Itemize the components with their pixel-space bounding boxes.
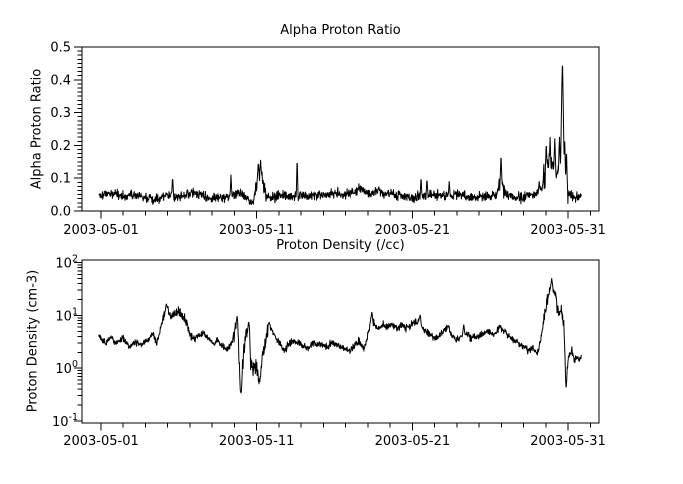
y-tick-label: 0.4 <box>50 73 71 88</box>
data-trace-alpha-proton-ratio <box>98 65 582 205</box>
x-tick-label: 2003-05-11 <box>219 434 295 449</box>
y-tick-label: 102 <box>55 254 78 272</box>
plot-box <box>81 259 600 424</box>
x-tick-label: 2003-05-21 <box>375 223 451 238</box>
y-tick-label: 100 <box>55 359 78 377</box>
top-panel-title: Alpha Proton Ratio <box>280 23 401 38</box>
alpha-proton-ratio-panel: 2003-05-01 2003-05-11 2003-05-21 2003-05-31… <box>50 41 605 239</box>
x-tick-label: 2003-05-21 <box>375 434 451 449</box>
x-tick-label: 2003-05-31 <box>530 223 606 238</box>
y-tick-label: 10-1 <box>52 412 78 430</box>
bottom-panel-title: Proton Density (/cc) <box>276 238 405 253</box>
y-tick-label: 0.2 <box>50 139 71 154</box>
data-trace-proton-density <box>98 278 582 394</box>
x-tick-label: 2003-05-11 <box>219 223 295 238</box>
x-tick-label: 2003-05-01 <box>63 434 139 449</box>
proton-density-panel: 2003-05-01 2003-05-11 2003-05-21 2003-05-31… <box>52 254 606 449</box>
y-tick-label: 0.5 <box>50 41 71 56</box>
y-tick-label: 101 <box>55 306 78 324</box>
y-tick-label: 0.0 <box>50 205 71 220</box>
bottom-y-axis-label: Proton Density (cm-3) <box>25 269 41 413</box>
x-tick-label: 2003-05-31 <box>530 434 606 449</box>
y-tick-label: 0.1 <box>50 172 71 187</box>
top-y-axis-label: Alpha Proton Ratio <box>29 68 45 190</box>
x-tick-label: 2003-05-01 <box>63 223 139 238</box>
y-tick-label: 0.3 <box>50 106 71 121</box>
plot-box <box>81 46 600 212</box>
